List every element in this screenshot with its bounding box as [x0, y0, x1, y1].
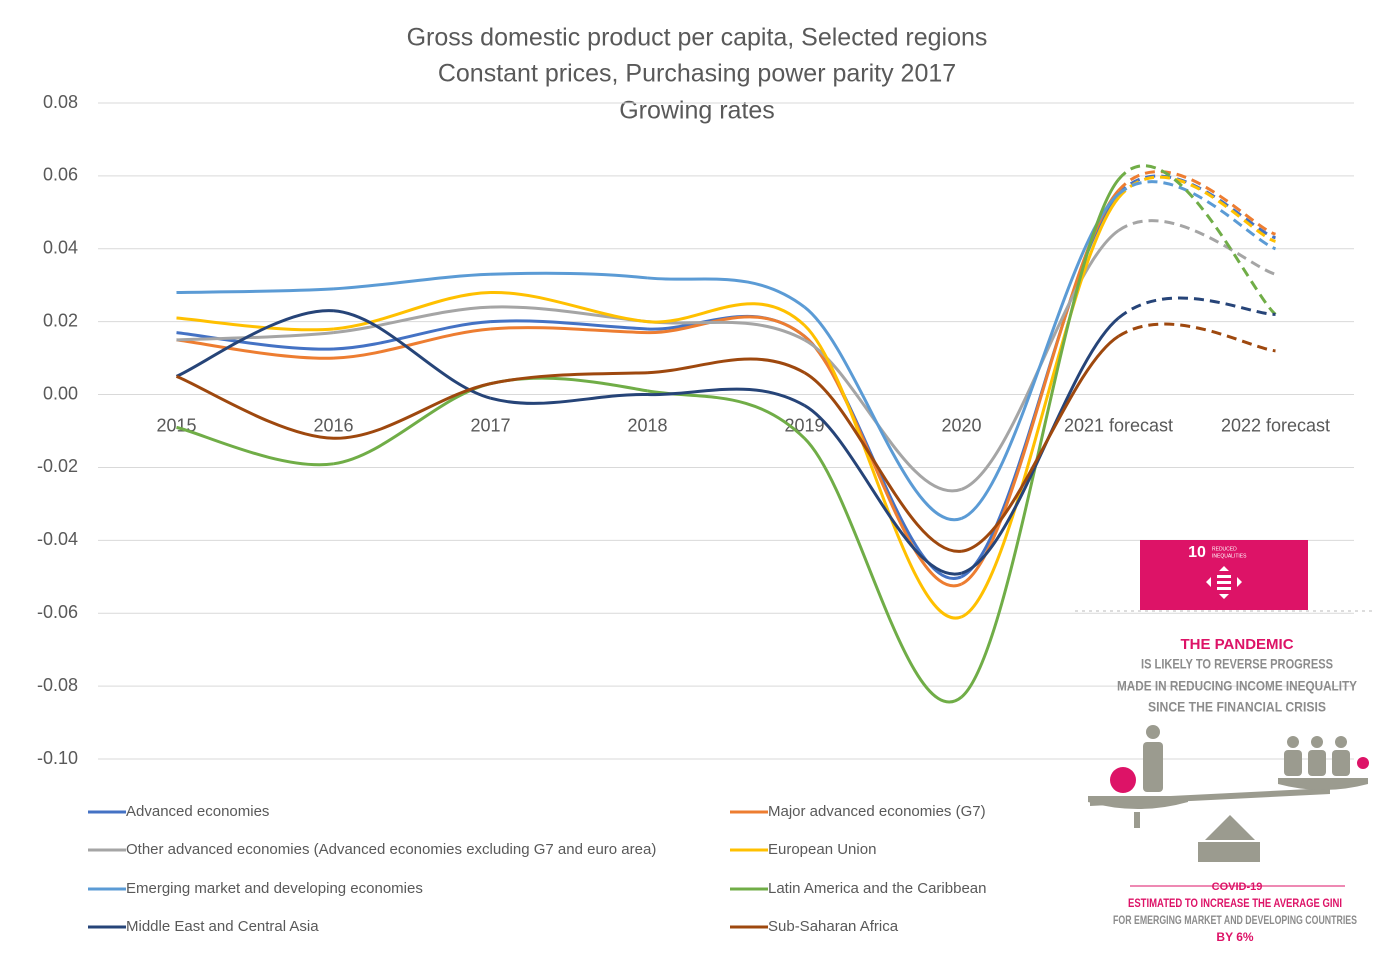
chart-title: Gross domestic product per capita, Selec…: [407, 24, 988, 52]
footer-line: BY 6%: [1216, 930, 1253, 944]
badge-label: REDUCED: [1212, 546, 1237, 552]
legend-label: Latin America and the Caribbean: [768, 880, 986, 897]
x-tick-label: 2022 forecast: [1221, 415, 1330, 435]
legend-label: Major advanced economies (G7): [768, 803, 986, 820]
y-tick-label: 0.02: [43, 310, 78, 330]
info-line: MADE IN REDUCING INCOME INEQUALITY: [1117, 678, 1358, 694]
y-tick-label: 0.04: [43, 238, 78, 258]
line-segment: [648, 391, 805, 438]
line-segment: [491, 394, 648, 403]
line-segment: [648, 278, 805, 307]
line-segment: [1119, 176, 1276, 238]
chart-subtitle: Constant prices, Purchasing power parity…: [438, 60, 956, 88]
line-segment: [1119, 182, 1276, 249]
info-headline: THE PANDEMIC: [1180, 636, 1293, 653]
x-tick-label: 2016: [313, 415, 353, 435]
line-segment: [648, 359, 805, 373]
line-segment: [334, 274, 491, 289]
line-segment: [177, 289, 334, 293]
line-segment: [962, 194, 1119, 577]
y-tick-label: -0.06: [37, 602, 78, 622]
line-segment: [805, 336, 962, 586]
line-segment: [1119, 221, 1276, 275]
y-tick-label: 0.00: [43, 383, 78, 403]
y-tick-label: 0.08: [43, 92, 78, 112]
line-segment: [491, 273, 648, 278]
x-tick-label: 2020: [941, 415, 981, 435]
legend-label: Middle East and Central Asia: [126, 918, 319, 935]
footer-line: FOR EMERGING MARKET AND DEVELOPING COUNT…: [1113, 913, 1357, 927]
x-tick-label: 2017: [470, 415, 510, 435]
line-segment: [648, 389, 805, 405]
money-bag: [1110, 767, 1136, 793]
legend-label: Advanced economies: [126, 803, 269, 820]
y-tick-label: -0.08: [37, 675, 78, 695]
infographic: 10 REDUCED INEQUALITIES THE PANDEMIC IS …: [1075, 540, 1373, 944]
x-tick-label: 2021 forecast: [1064, 415, 1173, 435]
info-line: SINCE THE FINANCIAL CRISIS: [1148, 699, 1326, 715]
money-bag: [1357, 757, 1369, 769]
legend-label: Emerging market and developing economies: [126, 880, 423, 897]
footer-title: COVID-19: [1212, 881, 1263, 893]
line-segment: [805, 373, 962, 552]
chart: Gross domestic product per capita, Selec…: [0, 0, 1373, 958]
line-segment: [1119, 298, 1276, 318]
footer-line: ESTIMATED TO INCREASE THE AVERAGE GINI: [1128, 896, 1342, 910]
line-segment: [962, 190, 1119, 584]
legend-label: European Union: [768, 841, 876, 858]
chart-subtitle: Growing rates: [619, 97, 775, 125]
line-segment: [334, 384, 491, 439]
badge-number: 10: [1188, 544, 1206, 561]
legend-label: Sub-Saharan Africa: [768, 918, 899, 935]
line-segment: [177, 318, 334, 330]
line-segment: [334, 384, 491, 464]
y-tick-label: -0.02: [37, 456, 78, 476]
badge-label: INEQUALITIES: [1212, 553, 1247, 559]
info-line: IS LIKELY TO REVERSE PROGRESS: [1141, 656, 1333, 672]
scale-icon: [1088, 725, 1368, 862]
legend-label: Other advanced economies (Advanced econo…: [126, 841, 656, 858]
line-segment: [177, 427, 334, 464]
y-tick-label: -0.10: [37, 748, 78, 768]
x-tick-label: 2018: [627, 415, 667, 435]
line-segment: [177, 376, 334, 438]
y-tick-label: -0.04: [37, 529, 78, 549]
line-segment: [334, 329, 491, 358]
y-tick-label: 0.06: [43, 165, 78, 185]
line-segment: [1119, 324, 1276, 351]
